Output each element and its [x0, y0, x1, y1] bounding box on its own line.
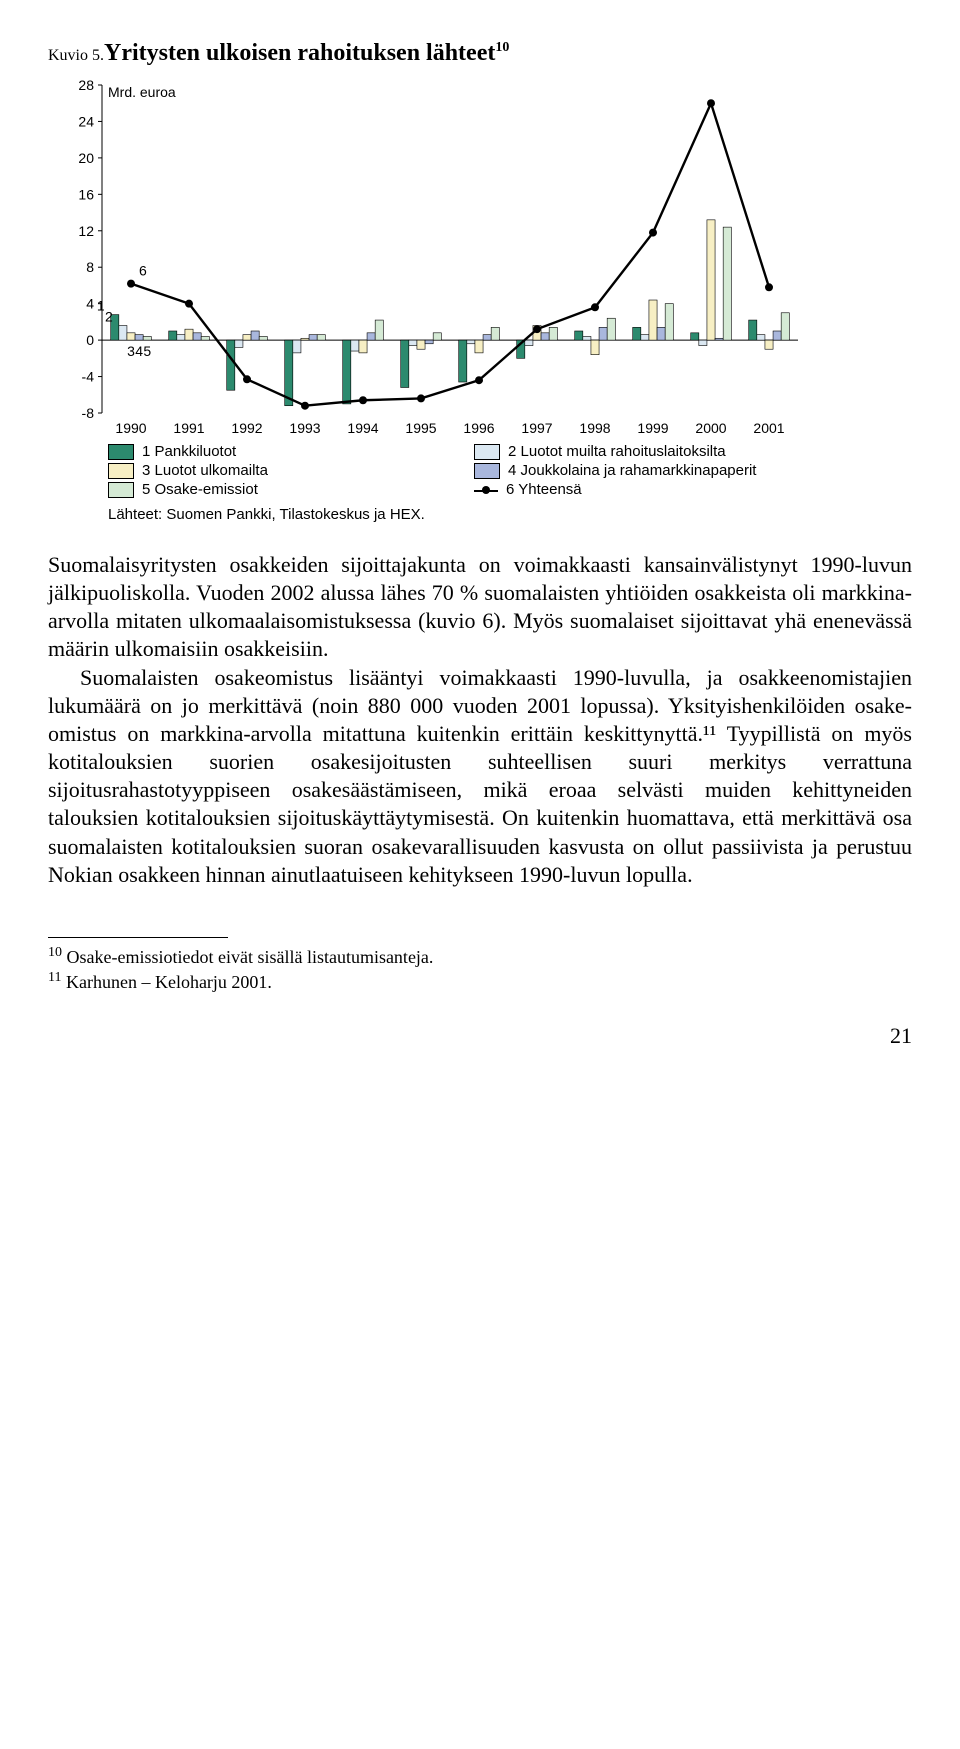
svg-text:1999: 1999 [637, 420, 668, 436]
body-text: Suomalaisyritysten osakkeiden sijoittaja… [48, 551, 912, 889]
legend-item: 3 Luotot ulkomailta [108, 462, 442, 479]
page-number: 21 [48, 1023, 912, 1049]
legend-label: 2 Luotot muilta rahoituslaitoksilta [508, 443, 726, 460]
legend-swatch [474, 463, 500, 479]
legend-item: 4 Joukkolaina ja rahamarkkinapaperit [474, 462, 808, 479]
svg-text:1: 1 [97, 298, 105, 314]
figure-title-sup: 10 [495, 40, 509, 55]
chart-legend: 1 Pankkiluotot 2 Luotot muilta rahoitusla… [108, 443, 808, 498]
figure-header: Kuvio 5. Yritysten ulkoisen rahoituksen … [48, 40, 912, 67]
chart-container: Mrd. euroa-8-404812162024281990199119921… [48, 77, 808, 523]
svg-text:1995: 1995 [405, 420, 436, 436]
legend-swatch [108, 482, 134, 498]
svg-text:8: 8 [86, 259, 94, 275]
svg-text:Mrd. euroa: Mrd. euroa [108, 84, 176, 100]
svg-text:2000: 2000 [695, 420, 726, 436]
svg-text:1993: 1993 [289, 420, 320, 436]
legend-label: 5 Osake-emissiot [142, 481, 258, 498]
legend-swatch-line [474, 483, 498, 497]
chart-source: Lähteet: Suomen Pankki, Tilastokeskus ja… [108, 506, 808, 523]
footnote: 10 Osake-emissiotiedot eivät sisällä lis… [48, 944, 912, 969]
svg-text:1990: 1990 [115, 420, 146, 436]
svg-text:12: 12 [78, 223, 94, 239]
legend-item: 2 Luotot muilta rahoituslaitoksilta [474, 443, 808, 460]
svg-text:1997: 1997 [521, 420, 552, 436]
svg-text:0: 0 [86, 332, 94, 348]
svg-text:16: 16 [78, 186, 94, 202]
footnote: 11 Karhunen – Keloharju 2001. [48, 969, 912, 994]
legend-swatch [108, 463, 134, 479]
svg-text:4: 4 [86, 296, 94, 312]
svg-text:1996: 1996 [463, 420, 494, 436]
figure-title: Yritysten ulkoisen rahoituksen lähteet10 [104, 40, 509, 67]
legend-label: 3 Luotot ulkomailta [142, 462, 268, 479]
svg-text:1992: 1992 [231, 420, 262, 436]
footnote-rule [48, 937, 228, 938]
figure-label: Kuvio 5. [48, 47, 104, 65]
legend-label: 1 Pankkiluotot [142, 443, 236, 460]
svg-text:2: 2 [105, 309, 113, 325]
footnotes: 10 Osake-emissiotiedot eivät sisällä lis… [48, 937, 912, 995]
legend-label: 4 Joukkolaina ja rahamarkkinapaperit [508, 462, 756, 479]
legend-swatch [108, 444, 134, 460]
legend-label: 6 Yhteensä [506, 481, 582, 498]
legend-item: 5 Osake-emissiot [108, 481, 442, 498]
svg-text:1998: 1998 [579, 420, 610, 436]
svg-text:5: 5 [143, 343, 151, 359]
svg-text:6: 6 [139, 263, 147, 279]
svg-text:1991: 1991 [173, 420, 204, 436]
svg-text:-4: -4 [82, 369, 95, 385]
bar-line-chart: Mrd. euroa-8-404812162024281990199119921… [48, 77, 808, 437]
svg-text:20: 20 [78, 150, 94, 166]
paragraph: Suomalaisten osakeomistus lisääntyi voim… [48, 664, 912, 889]
svg-text:28: 28 [78, 77, 94, 93]
svg-text:24: 24 [78, 113, 94, 129]
svg-text:-8: -8 [82, 405, 95, 421]
svg-text:1994: 1994 [347, 420, 378, 436]
svg-text:3: 3 [127, 343, 135, 359]
paragraph: Suomalaisyritysten osakkeiden sijoittaja… [48, 551, 912, 664]
svg-text:2001: 2001 [753, 420, 784, 436]
legend-item: 6 Yhteensä [474, 481, 808, 498]
legend-swatch [474, 444, 500, 460]
legend-item: 1 Pankkiluotot [108, 443, 442, 460]
svg-text:4: 4 [135, 343, 143, 359]
